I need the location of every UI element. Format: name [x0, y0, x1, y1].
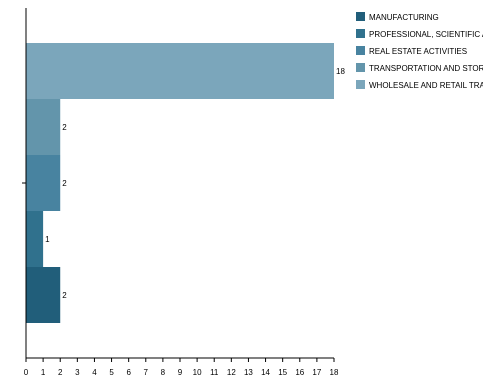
legend-swatch — [356, 46, 365, 55]
x-tick-label: 11 — [210, 368, 219, 377]
data-labels-group: 2 1 2 2 18 — [45, 67, 345, 300]
x-tick-label: 3 — [75, 368, 80, 377]
bar-segment — [26, 43, 334, 99]
x-tick-label: 9 — [178, 368, 183, 377]
bars-group — [26, 43, 334, 323]
chart-title: Distribution of Companies by Activity — [162, 0, 430, 8]
legend-label: MANUFACTURING — [369, 13, 439, 22]
data-label: 2 — [62, 291, 67, 300]
legend-swatch — [356, 63, 365, 72]
legend-label: WHOLESALE AND RETAIL TRADE — [369, 81, 483, 90]
x-tick-label: 13 — [244, 368, 253, 377]
x-tick-label: 10 — [193, 368, 202, 377]
data-label: 2 — [62, 123, 67, 132]
data-label: 1 — [45, 235, 50, 244]
legend-label: REAL ESTATE ACTIVITIES — [369, 47, 467, 56]
legend-swatch — [356, 29, 365, 38]
x-tick-label: 0 — [24, 368, 29, 377]
bar-segment — [26, 211, 44, 267]
x-tick-label: 7 — [144, 368, 149, 377]
legend-label: PROFESSIONAL, SCIENTIFIC AND TECHNICAL A… — [369, 30, 483, 39]
x-tick-label: 17 — [312, 368, 321, 377]
x-tick-label: 4 — [92, 368, 97, 377]
x-tick-label: 5 — [109, 368, 114, 377]
legend-label: TRANSPORTATION AND STORAGE — [369, 64, 483, 73]
legend-swatch — [356, 80, 365, 89]
x-tick-label: 12 — [227, 368, 236, 377]
x-tick-label: 6 — [126, 368, 131, 377]
x-ticks-group: 0 1 2 3 4 5 6 7 8 9 10 11 12 13 14 15 16 17 18 — [24, 358, 339, 377]
data-label: 18 — [336, 67, 345, 76]
x-tick-label: 8 — [161, 368, 166, 377]
x-tick-label: 16 — [295, 368, 304, 377]
x-tick-label: 14 — [261, 368, 270, 377]
x-tick-label: 15 — [278, 368, 287, 377]
legend: MANUFACTURING PROFESSIONAL, SCIENTIFIC AN… — [356, 12, 483, 90]
x-tick-label: 1 — [41, 368, 46, 377]
x-tick-label: 2 — [58, 368, 63, 377]
legend-swatch — [356, 12, 365, 21]
bar-segment — [26, 155, 61, 211]
data-label: 2 — [62, 179, 67, 188]
bar-segment — [26, 267, 61, 323]
bar-segment — [26, 99, 61, 155]
x-tick-label: 18 — [330, 368, 339, 377]
